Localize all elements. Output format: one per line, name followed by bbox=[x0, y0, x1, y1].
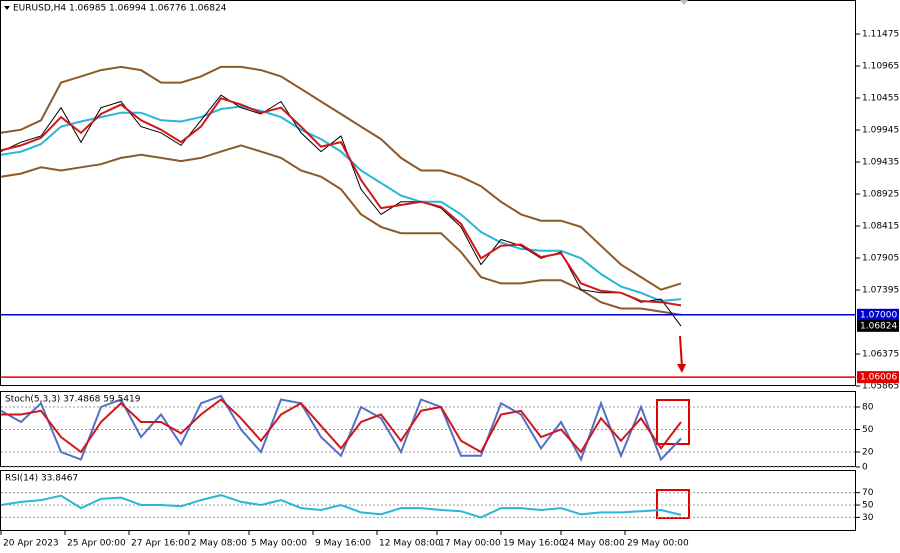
pane-title: EURUSD,H4 1.06985 1.06994 1.06776 1.0682… bbox=[13, 4, 227, 14]
x-tick-label: 9 May 16:00 bbox=[315, 539, 371, 549]
x-tick-label: 24 May 08:00 bbox=[563, 539, 625, 549]
price-label-box bbox=[857, 319, 899, 332]
x-tick-label: 20 Apr 2023 bbox=[3, 539, 59, 549]
main-pane bbox=[0, 0, 856, 386]
y-tick-label: 1.10455 bbox=[862, 94, 899, 104]
y-tick-label: 1.08415 bbox=[862, 222, 899, 232]
x-tick-label: 27 Apr 16:00 bbox=[131, 539, 190, 549]
x-tick-label: 2 May 08:00 bbox=[191, 539, 247, 549]
price-label: 1.06824 bbox=[860, 321, 897, 331]
pane-title: Stoch(5,3,3) 37.4868 59.5419 bbox=[5, 395, 141, 405]
y-tick-label: 70 bbox=[862, 488, 874, 498]
y-tick-label: 1.07395 bbox=[862, 286, 899, 296]
x-tick-label: 29 May 00:00 bbox=[627, 539, 689, 549]
y-tick-label: 1.09945 bbox=[862, 126, 899, 136]
series-line bbox=[0, 394, 682, 462]
y-tick-label: 1.06375 bbox=[862, 350, 899, 360]
y-tick-label: 1.11475 bbox=[862, 30, 899, 40]
pane-title: RSI(14) 33.8467 bbox=[5, 474, 78, 484]
highlight-box bbox=[656, 489, 690, 519]
series-line bbox=[0, 94, 682, 327]
price-label: 1.07000 bbox=[860, 310, 897, 320]
y-tick-label: 1.08925 bbox=[862, 190, 899, 200]
rsi-pane bbox=[0, 470, 856, 531]
y-tick-label: 1.07905 bbox=[862, 254, 899, 264]
y-tick-label: 50 bbox=[862, 425, 874, 435]
y-tick-label: 80 bbox=[862, 403, 874, 413]
series-line bbox=[0, 494, 682, 519]
series-line bbox=[1, 398, 682, 454]
x-tick-label: 25 Apr 00:00 bbox=[67, 539, 126, 549]
arrow bbox=[679, 335, 683, 368]
x-tick-label: 12 May 08:00 bbox=[379, 539, 441, 549]
price-label: 1.06006 bbox=[860, 373, 897, 383]
series-line bbox=[0, 105, 682, 303]
series-line bbox=[0, 97, 682, 307]
y-tick-label: 1.10965 bbox=[862, 62, 899, 72]
price-label-box bbox=[857, 308, 899, 321]
y-tick-label: 30 bbox=[862, 513, 874, 523]
series-line bbox=[0, 144, 682, 316]
highlight-box bbox=[656, 399, 690, 445]
x-tick-label: 5 May 00:00 bbox=[251, 539, 307, 549]
y-tick-label: 1.05865 bbox=[862, 382, 899, 392]
scroll-marker bbox=[680, 0, 688, 5]
symbol-marker bbox=[4, 6, 10, 10]
price-label-box bbox=[857, 371, 899, 384]
y-tick-label: 0 bbox=[862, 463, 868, 473]
y-tick-label: 50 bbox=[862, 501, 874, 511]
stoch-pane bbox=[0, 391, 856, 467]
y-tick-label: 20 bbox=[862, 448, 874, 458]
x-tick-label: 17 May 00:00 bbox=[439, 539, 501, 549]
x-tick-label: 19 May 16:00 bbox=[503, 539, 565, 549]
y-tick-label: 1.09435 bbox=[862, 158, 899, 168]
arrowhead bbox=[677, 364, 686, 373]
series-line bbox=[0, 65, 682, 291]
